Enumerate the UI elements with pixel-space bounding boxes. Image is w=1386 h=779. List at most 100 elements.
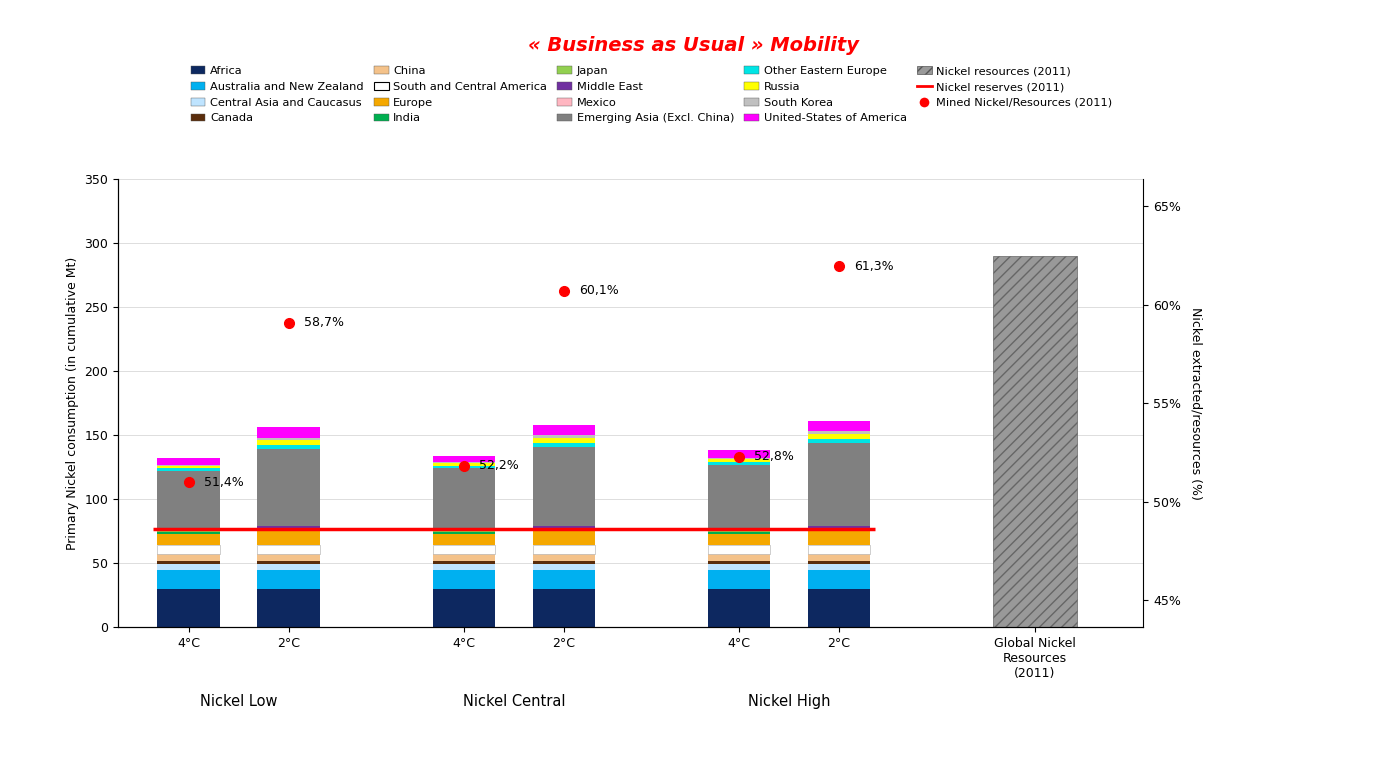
Bar (258, 564, 320, 569)
Bar (258, 446, 320, 449)
Bar (532, 569, 595, 589)
Bar (808, 432, 870, 434)
Bar (158, 561, 220, 564)
Bar (708, 569, 771, 589)
Bar (432, 532, 495, 534)
Bar (158, 532, 220, 534)
Bar (158, 569, 220, 589)
Bar (432, 466, 495, 468)
Bar (158, 529, 220, 531)
Bar (432, 456, 495, 462)
Bar (532, 438, 595, 442)
Text: 51,4%: 51,4% (204, 476, 244, 489)
Bar (158, 464, 220, 466)
Text: 52,8%: 52,8% (754, 450, 794, 464)
Bar (994, 256, 1077, 627)
Bar (532, 531, 595, 545)
Bar (708, 532, 771, 534)
Bar (432, 534, 495, 545)
Bar (258, 438, 320, 440)
Bar (258, 526, 320, 529)
Bar (532, 561, 595, 564)
Bar (808, 569, 870, 589)
Bar (708, 529, 771, 531)
Bar (532, 526, 595, 529)
Bar (258, 428, 320, 438)
Bar (808, 526, 870, 529)
Text: 58,7%: 58,7% (304, 316, 344, 329)
Bar (808, 529, 870, 530)
Bar (532, 545, 595, 554)
Bar (808, 421, 870, 432)
Bar (158, 545, 220, 554)
Bar (808, 589, 870, 627)
Bar (432, 545, 495, 554)
Bar (708, 462, 771, 464)
Bar (808, 561, 870, 564)
Bar (808, 442, 870, 526)
Bar (808, 439, 870, 442)
Bar (808, 564, 870, 569)
Bar (708, 554, 771, 561)
Bar (808, 554, 870, 561)
Bar (258, 569, 320, 589)
Bar (158, 554, 220, 561)
Bar (158, 468, 220, 471)
Bar (708, 531, 771, 532)
Bar (532, 446, 595, 526)
Text: Nickel High: Nickel High (748, 693, 830, 709)
Bar (432, 564, 495, 569)
Bar (432, 529, 495, 531)
Bar (708, 460, 771, 462)
Bar (158, 531, 220, 532)
Legend: Africa, Australia and New Zealand, Central Asia and Caucasus, Canada, China, Sou: Africa, Australia and New Zealand, Centr… (188, 64, 1114, 125)
Bar (708, 564, 771, 569)
Bar (158, 589, 220, 627)
Bar (708, 561, 771, 564)
Bar (532, 442, 595, 446)
Bar (808, 545, 870, 554)
Bar (432, 468, 495, 529)
Bar (708, 464, 771, 529)
Bar (158, 471, 220, 529)
Bar (158, 458, 220, 464)
Text: Nickel Low: Nickel Low (200, 693, 277, 709)
Bar (708, 450, 771, 458)
Text: 60,1%: 60,1% (579, 284, 618, 297)
Bar (432, 464, 495, 466)
Bar (158, 564, 220, 569)
Bar (158, 466, 220, 468)
Bar (708, 534, 771, 545)
Text: 61,3%: 61,3% (854, 259, 894, 273)
Bar (258, 554, 320, 561)
Bar (808, 434, 870, 439)
Bar (532, 530, 595, 531)
Bar (808, 530, 870, 531)
Bar (532, 435, 595, 438)
Bar (258, 589, 320, 627)
Bar (258, 530, 320, 531)
Bar (258, 529, 320, 530)
Bar (708, 458, 771, 460)
Bar (432, 561, 495, 564)
Bar (532, 564, 595, 569)
Text: « Business as Usual » Mobility: « Business as Usual » Mobility (528, 36, 858, 55)
Bar (258, 440, 320, 446)
Bar (532, 554, 595, 561)
Bar (708, 589, 771, 627)
Bar (532, 529, 595, 530)
Bar (432, 531, 495, 532)
Bar (258, 561, 320, 564)
Bar (258, 545, 320, 554)
Bar (432, 462, 495, 464)
Bar (258, 449, 320, 526)
Text: 52,2%: 52,2% (480, 460, 518, 472)
Bar (808, 531, 870, 545)
Bar (432, 589, 495, 627)
Bar (158, 534, 220, 545)
Bar (432, 554, 495, 561)
Y-axis label: Primary Nickel consumption (in cumulative Mt): Primary Nickel consumption (in cumulativ… (65, 256, 79, 550)
Bar (432, 569, 495, 589)
Y-axis label: Nickel extracted/resources (%): Nickel extracted/resources (%) (1189, 307, 1202, 499)
Bar (708, 545, 771, 554)
